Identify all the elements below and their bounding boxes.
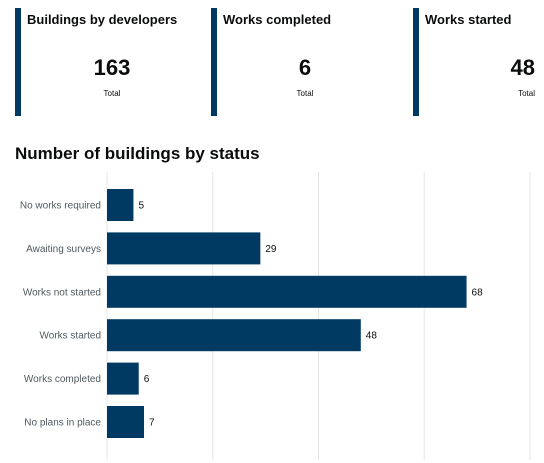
value-label: 48	[366, 331, 378, 342]
chart-value-labels: 5 29 68 48 6 7	[138, 201, 483, 429]
kpi-accent-bar	[413, 8, 419, 116]
kpi-row: Buildings by developers 163 Total Works …	[0, 0, 544, 120]
kpi-card-works-started: Works started 48 Total	[413, 8, 538, 116]
category-label: Works not started	[23, 287, 101, 298]
kpi-subtitle: Total	[296, 89, 314, 98]
category-label: Awaiting surveys	[26, 244, 101, 255]
kpi-title: Buildings by developers	[27, 12, 178, 27]
category-label: Works started	[40, 331, 102, 342]
bar-no-plans-in-place	[107, 406, 145, 438]
bar-works-started	[107, 319, 361, 352]
kpi-accent-bar	[15, 8, 21, 116]
bar-works-completed	[107, 362, 139, 395]
chart-bars	[107, 189, 467, 438]
value-label: 6	[144, 374, 150, 385]
kpi-value: 6	[298, 55, 312, 80]
bar-chart: No works required Awaiting surveys Works n…	[20, 172, 531, 460]
category-label: No works required	[20, 201, 101, 212]
value-label: 5	[138, 201, 144, 212]
kpi-subtitle: Total	[103, 89, 121, 98]
bar-no-works-required	[107, 189, 134, 221]
kpi-subtitle: Total	[518, 89, 535, 98]
chart-category-labels: No works required Awaiting surveys Works n…	[20, 201, 102, 429]
category-label: Works completed	[24, 374, 101, 385]
bar-awaiting-surveys	[107, 232, 261, 265]
chart-title: Number of buildings by status	[15, 144, 260, 163]
kpi-value: 163	[93, 55, 131, 80]
value-label: 7	[149, 418, 155, 429]
kpi-card-works-completed: Works completed 6 Total	[211, 8, 401, 116]
kpi-value: 48	[510, 55, 535, 80]
bar-works-not-started	[107, 275, 467, 308]
chart-gridlines	[106, 172, 531, 460]
kpi-title: Works completed	[223, 12, 332, 27]
category-label: No plans in place	[24, 418, 101, 429]
kpi-accent-bar	[211, 8, 217, 116]
value-label: 68	[472, 287, 484, 298]
value-label: 29	[265, 244, 277, 255]
kpi-title: Works started	[425, 12, 512, 27]
kpi-card-buildings-by-developers: Buildings by developers 163 Total	[15, 8, 205, 116]
